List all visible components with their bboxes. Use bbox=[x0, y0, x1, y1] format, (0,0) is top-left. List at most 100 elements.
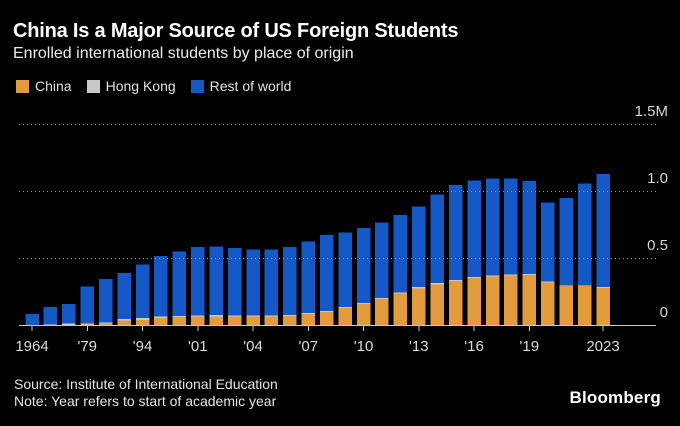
segment-rest-of-world-2003 bbox=[227, 248, 242, 316]
bar-2003 bbox=[227, 248, 242, 325]
segment-china-1989 bbox=[117, 320, 131, 325]
segment-rest-of-world-2017 bbox=[485, 178, 500, 276]
segment-rest-of-world-1979 bbox=[80, 286, 95, 324]
legend-item-china: China bbox=[16, 78, 72, 94]
bar-2019 bbox=[522, 180, 537, 325]
segment-rest-of-world-2008 bbox=[319, 234, 334, 311]
segment-hong-kong-1994 bbox=[135, 318, 150, 320]
y-axis-label-1.0: 1.0 bbox=[647, 170, 668, 187]
segment-hong-kong-1979 bbox=[80, 323, 95, 325]
segment-hong-kong-2011 bbox=[375, 297, 389, 299]
bar-2009 bbox=[338, 232, 352, 325]
segment-rest-of-world-2001 bbox=[191, 246, 205, 316]
segment-hong-kong-2012 bbox=[393, 292, 408, 294]
segment-rest-of-world-2019 bbox=[522, 180, 537, 275]
segment-china-2001 bbox=[191, 316, 205, 325]
legend-label-china: China bbox=[35, 78, 72, 94]
bar-2000 bbox=[172, 251, 187, 325]
bar-2005 bbox=[264, 249, 279, 325]
bar-1994 bbox=[135, 264, 150, 325]
segment-hong-kong-1974 bbox=[62, 323, 76, 325]
segment-china-2019 bbox=[522, 275, 537, 325]
segment-hong-kong-2000 bbox=[172, 315, 187, 317]
segment-hong-kong-2019 bbox=[522, 274, 537, 276]
x-axis-label-2023: 2023 bbox=[586, 338, 619, 355]
segment-rest-of-world-2009 bbox=[338, 232, 352, 307]
legend-label-rest-of-world: Rest of world bbox=[209, 78, 292, 94]
x-axis-label-1964: 1964 bbox=[15, 338, 48, 355]
segment-hong-kong-1999 bbox=[154, 316, 168, 318]
segment-china-1984 bbox=[98, 323, 113, 325]
bar-2011 bbox=[375, 222, 389, 325]
bar-1979 bbox=[80, 286, 95, 325]
segment-china-1994 bbox=[135, 319, 150, 325]
segment-rest-of-world-2005 bbox=[264, 249, 279, 316]
segment-rest-of-world-1984 bbox=[98, 279, 113, 323]
segment-rest-of-world-2000 bbox=[172, 251, 187, 316]
segment-rest-of-world-2013 bbox=[412, 206, 426, 288]
segment-rest-of-world-1999 bbox=[154, 255, 168, 317]
segment-china-2018 bbox=[504, 275, 518, 325]
source-text: Source: Institute of International Educa… bbox=[14, 376, 278, 392]
bar-2017 bbox=[485, 178, 500, 325]
segment-rest-of-world-1964 bbox=[25, 314, 39, 325]
bar-1999 bbox=[154, 255, 168, 325]
segment-rest-of-world-2020 bbox=[541, 202, 555, 282]
segment-rest-of-world-1969 bbox=[43, 306, 58, 325]
segment-china-2012 bbox=[393, 293, 408, 325]
note-text: Note: Year refers to start of academic y… bbox=[14, 393, 277, 409]
segment-hong-kong-2020 bbox=[541, 281, 555, 283]
bar-1974 bbox=[62, 304, 76, 325]
segment-china-2010 bbox=[356, 303, 371, 325]
segment-rest-of-world-2011 bbox=[375, 222, 389, 298]
bar-2004 bbox=[246, 249, 260, 325]
segment-hong-kong-2007 bbox=[301, 313, 316, 315]
segment-rest-of-world-2021 bbox=[559, 197, 573, 286]
x-axis-label-'16: '16 bbox=[464, 338, 484, 355]
segment-rest-of-world-2007 bbox=[301, 241, 316, 314]
segment-hong-kong-2022 bbox=[577, 285, 592, 287]
chart-subtitle: Enrolled international students by place… bbox=[13, 45, 354, 62]
segment-rest-of-world-2004 bbox=[246, 249, 260, 316]
bar-2002 bbox=[209, 246, 223, 325]
segment-china-2007 bbox=[301, 314, 316, 325]
bar-2014 bbox=[430, 194, 444, 325]
bar-2022 bbox=[577, 183, 592, 325]
segment-hong-kong-2010 bbox=[356, 302, 371, 304]
segment-hong-kong-2023 bbox=[596, 287, 610, 288]
y-axis-label-0: 0 bbox=[660, 304, 668, 321]
segment-china-2017 bbox=[485, 276, 500, 325]
legend-label-hong-kong: Hong Kong bbox=[105, 78, 176, 94]
x-axis-label-'07: '07 bbox=[299, 338, 319, 355]
x-axis-label-'19: '19 bbox=[520, 338, 540, 355]
legend-item-hong-kong: Hong Kong bbox=[86, 78, 176, 94]
y-axis-label-0.5: 0.5 bbox=[647, 237, 668, 254]
segment-hong-kong-2006 bbox=[283, 314, 297, 316]
hong-kong-swatch-icon bbox=[86, 79, 100, 93]
segment-china-1999 bbox=[154, 317, 168, 325]
x-axis-label-'04: '04 bbox=[243, 338, 263, 355]
segment-hong-kong-2016 bbox=[467, 277, 481, 278]
segment-hong-kong-2015 bbox=[448, 279, 463, 281]
bar-2021 bbox=[559, 197, 573, 325]
x-axis-label-'10: '10 bbox=[354, 338, 374, 355]
segment-rest-of-world-1974 bbox=[62, 304, 76, 324]
china-swatch-icon bbox=[16, 79, 29, 93]
segment-china-2000 bbox=[172, 316, 187, 325]
segment-china-2002 bbox=[209, 316, 223, 325]
segment-rest-of-world-1994 bbox=[135, 264, 150, 319]
segment-hong-kong-2008 bbox=[319, 310, 334, 312]
bar-1969 bbox=[43, 306, 58, 325]
bar-2015 bbox=[448, 185, 463, 325]
segment-hong-kong-2021 bbox=[559, 285, 573, 287]
segment-hong-kong-2002 bbox=[209, 315, 223, 317]
legend: China Hong Kong Rest of world bbox=[16, 78, 291, 94]
segment-china-2022 bbox=[577, 286, 592, 325]
segment-china-2015 bbox=[448, 280, 463, 325]
segment-rest-of-world-2015 bbox=[448, 185, 463, 280]
segment-rest-of-world-2016 bbox=[467, 180, 481, 278]
segment-china-2011 bbox=[375, 299, 389, 325]
segment-rest-of-world-2014 bbox=[430, 194, 444, 284]
